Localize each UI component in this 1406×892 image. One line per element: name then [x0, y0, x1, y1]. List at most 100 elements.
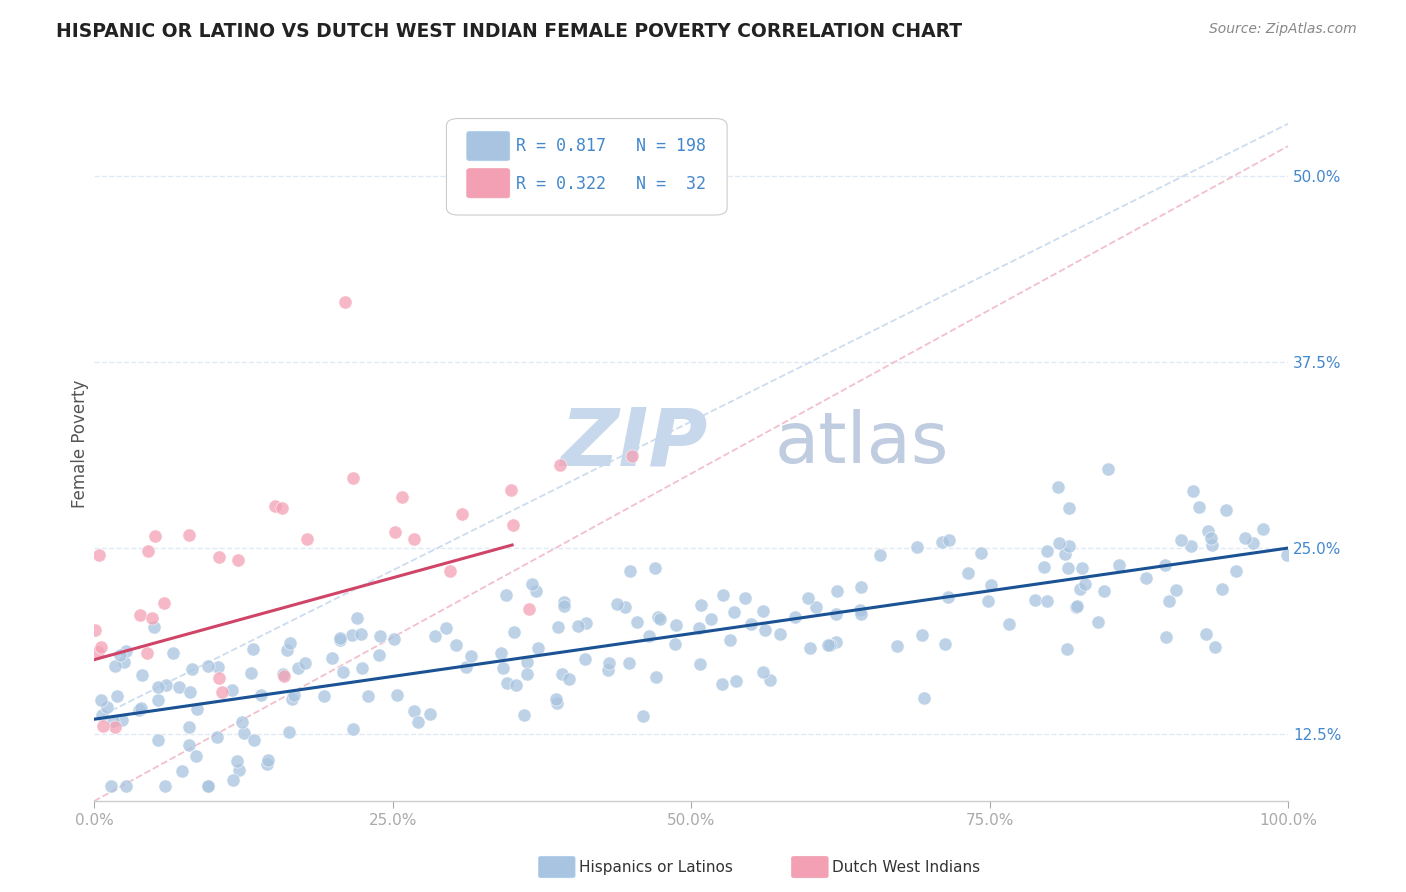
Point [516, 655, 538, 669]
Point [758, 673, 780, 688]
Point [87, 548, 110, 562]
Point [93, 719, 115, 733]
Point [129, 701, 152, 715]
Point [620, 449, 643, 463]
Point [524, 584, 547, 599]
Point [1233, 531, 1256, 545]
Point [90, 640, 112, 655]
Point [665, 618, 688, 632]
Point [1054, 547, 1077, 561]
Point [333, 295, 356, 310]
Point [725, 673, 748, 688]
Point [520, 577, 543, 591]
Point [1201, 538, 1223, 552]
Point [444, 638, 467, 652]
Point [711, 677, 734, 691]
Point [104, 720, 127, 734]
Point [1032, 559, 1054, 574]
Point [849, 607, 872, 621]
Point [1195, 626, 1218, 640]
Point [557, 673, 579, 687]
Point [96, 700, 118, 714]
Point [1154, 630, 1177, 644]
Point [513, 708, 536, 723]
Point [321, 651, 343, 665]
Point [598, 663, 620, 677]
Point [211, 684, 233, 698]
Point [329, 632, 352, 647]
Point [1241, 535, 1264, 549]
Point [332, 665, 354, 680]
Point [1064, 599, 1087, 614]
Point [101, 714, 124, 728]
Point [1170, 533, 1192, 547]
Point [638, 630, 661, 644]
Point [454, 660, 477, 674]
FancyBboxPatch shape [447, 119, 727, 215]
Point [711, 588, 734, 602]
Y-axis label: Female Poverty: Female Poverty [72, 380, 89, 508]
Point [402, 704, 425, 718]
Point [1097, 462, 1119, 476]
Point [619, 564, 641, 578]
Point [357, 689, 380, 703]
Point [273, 669, 295, 683]
Point [1157, 594, 1180, 608]
Point [208, 671, 231, 685]
Point [153, 596, 176, 610]
Point [574, 652, 596, 666]
Point [700, 612, 723, 626]
Point [257, 753, 280, 767]
Point [153, 779, 176, 793]
Point [385, 688, 408, 702]
Point [439, 564, 461, 578]
Point [1180, 539, 1202, 553]
Point [231, 715, 253, 730]
Point [751, 604, 773, 618]
Point [451, 507, 474, 521]
Point [626, 615, 648, 630]
Point [495, 588, 517, 602]
Point [648, 612, 671, 626]
Point [128, 608, 150, 623]
Text: ZIP: ZIP [560, 405, 707, 483]
Point [404, 532, 426, 546]
Point [295, 532, 318, 546]
Point [546, 692, 568, 706]
Point [128, 703, 150, 717]
Point [287, 661, 309, 675]
Point [769, 626, 792, 640]
Point [1204, 640, 1226, 655]
Point [934, 637, 956, 651]
Point [342, 471, 364, 485]
Point [644, 561, 666, 575]
Point [143, 529, 166, 543]
Point [1057, 501, 1080, 516]
Point [207, 550, 229, 565]
Point [273, 667, 295, 681]
Point [256, 756, 278, 771]
Point [553, 595, 575, 609]
Point [491, 646, 513, 660]
Point [243, 732, 266, 747]
Point [869, 548, 891, 562]
Point [342, 628, 364, 642]
Point [1094, 584, 1116, 599]
Point [977, 594, 1000, 608]
Point [723, 605, 745, 619]
Point [502, 518, 524, 533]
Point [350, 661, 373, 675]
Point [617, 656, 640, 670]
Point [278, 636, 301, 650]
Point [111, 714, 134, 728]
Point [688, 621, 710, 635]
Point [419, 706, 441, 721]
Point [1047, 536, 1070, 550]
Point [84, 624, 107, 638]
FancyBboxPatch shape [467, 169, 510, 198]
Point [177, 719, 200, 733]
Point [1036, 594, 1059, 608]
Point [207, 731, 229, 745]
Point [103, 659, 125, 673]
Text: Hispanics or Latinos: Hispanics or Latinos [579, 860, 733, 874]
